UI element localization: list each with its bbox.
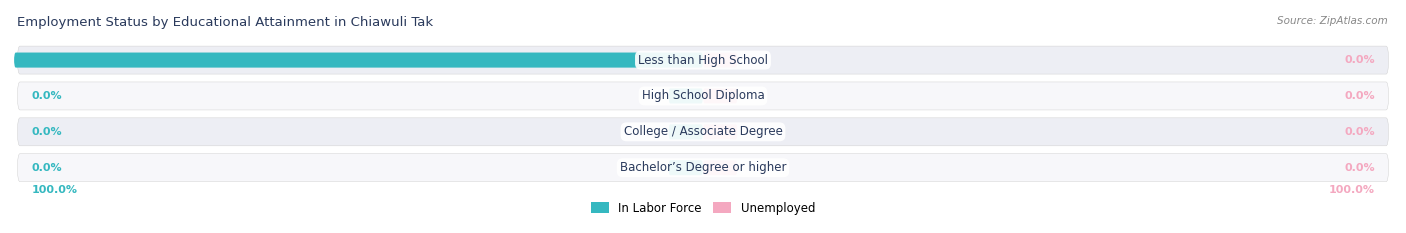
Text: 100.0%: 100.0% bbox=[31, 55, 77, 65]
Text: College / Associate Degree: College / Associate Degree bbox=[624, 125, 782, 138]
FancyBboxPatch shape bbox=[17, 82, 1389, 110]
FancyBboxPatch shape bbox=[703, 88, 738, 103]
Text: High School Diploma: High School Diploma bbox=[641, 89, 765, 103]
FancyBboxPatch shape bbox=[703, 52, 738, 68]
FancyBboxPatch shape bbox=[703, 124, 738, 139]
FancyBboxPatch shape bbox=[703, 160, 738, 175]
Text: 0.0%: 0.0% bbox=[31, 163, 62, 173]
Text: Source: ZipAtlas.com: Source: ZipAtlas.com bbox=[1277, 16, 1388, 26]
Text: 0.0%: 0.0% bbox=[31, 91, 62, 101]
Legend: In Labor Force, Unemployed: In Labor Force, Unemployed bbox=[586, 197, 820, 219]
Text: Less than High School: Less than High School bbox=[638, 54, 768, 67]
FancyBboxPatch shape bbox=[669, 124, 703, 139]
Text: 0.0%: 0.0% bbox=[31, 127, 62, 137]
Text: 100.0%: 100.0% bbox=[1329, 185, 1375, 195]
Text: Bachelor’s Degree or higher: Bachelor’s Degree or higher bbox=[620, 161, 786, 174]
FancyBboxPatch shape bbox=[17, 118, 1389, 146]
Text: 100.0%: 100.0% bbox=[31, 185, 77, 195]
Text: 0.0%: 0.0% bbox=[1344, 163, 1375, 173]
Text: Employment Status by Educational Attainment in Chiawuli Tak: Employment Status by Educational Attainm… bbox=[17, 16, 433, 29]
FancyBboxPatch shape bbox=[17, 46, 1389, 74]
Text: 0.0%: 0.0% bbox=[1344, 55, 1375, 65]
FancyBboxPatch shape bbox=[14, 52, 703, 68]
Text: 0.0%: 0.0% bbox=[1344, 127, 1375, 137]
Text: 0.0%: 0.0% bbox=[1344, 91, 1375, 101]
FancyBboxPatch shape bbox=[17, 154, 1389, 182]
FancyBboxPatch shape bbox=[669, 160, 703, 175]
FancyBboxPatch shape bbox=[669, 88, 703, 103]
